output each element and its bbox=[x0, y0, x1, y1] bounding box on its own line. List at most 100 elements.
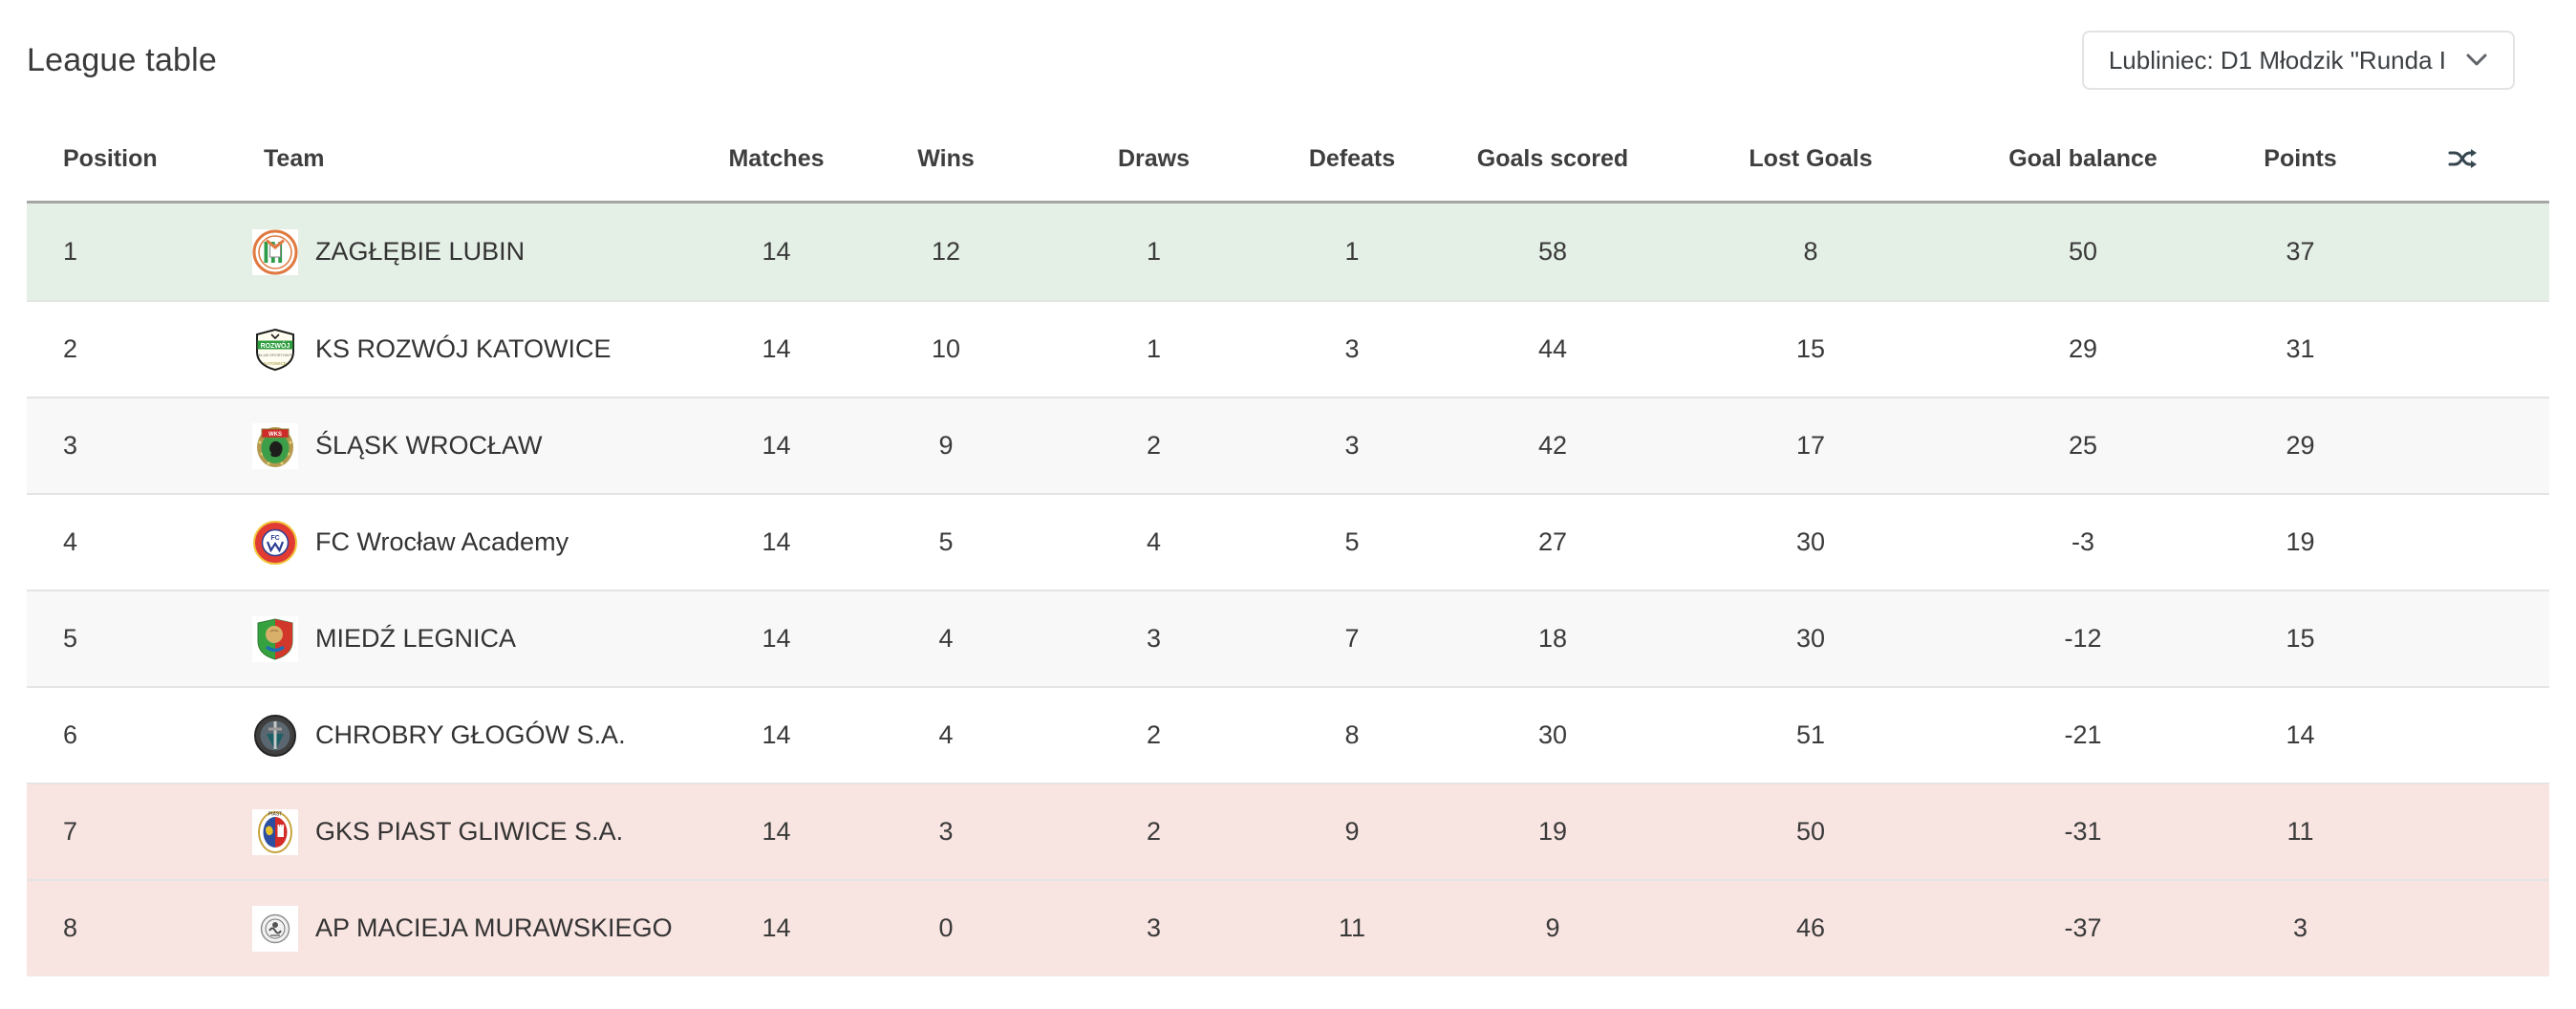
lost-goals-cell: 30 bbox=[1795, 527, 1826, 556]
goal-balance-cell: -21 bbox=[2064, 720, 2102, 749]
team-logo: WKS bbox=[252, 422, 298, 469]
svg-text:PIAST: PIAST bbox=[268, 811, 282, 817]
table-row: 7 PIAST GKS PIAST GLIWICE S.A. 14 3 2 9 … bbox=[27, 783, 2549, 879]
points-cell: 15 bbox=[2286, 624, 2315, 653]
col-header-shuffle[interactable] bbox=[2374, 147, 2549, 170]
team-name: ŚLĄSK WROCŁAW bbox=[315, 431, 543, 460]
lost-goals-cell: 15 bbox=[1795, 334, 1826, 363]
position-cell: 6 bbox=[63, 720, 78, 749]
col-header-goals-scored: Goals scored bbox=[1476, 144, 1629, 172]
draws-cell: 1 bbox=[1146, 237, 1162, 266]
draws-cell: 3 bbox=[1146, 913, 1162, 942]
goals-scored-cell: 58 bbox=[1537, 237, 1568, 266]
team-logo: ROZWÓJ KLUB SPORTOWY KATOWICE bbox=[252, 326, 298, 373]
position-cell: 5 bbox=[63, 624, 78, 653]
defeats-cell: 7 bbox=[1344, 624, 1360, 653]
team-name: KS ROZWÓJ KATOWICE bbox=[315, 334, 612, 363]
col-header-points: Points bbox=[2264, 144, 2337, 172]
matches-cell: 14 bbox=[762, 720, 791, 749]
goals-scored-cell: 30 bbox=[1537, 720, 1568, 749]
goals-scored-cell: 9 bbox=[1545, 913, 1560, 942]
lost-goals-cell: 8 bbox=[1803, 237, 1818, 266]
wins-cell: 4 bbox=[938, 624, 954, 653]
svg-text:KATOWICE: KATOWICE bbox=[264, 361, 287, 366]
goals-scored-cell: 18 bbox=[1537, 624, 1568, 653]
matches-cell: 14 bbox=[762, 237, 791, 266]
team-name: MIEDŹ LEGNICA bbox=[315, 624, 517, 653]
goals-scored-cell: 27 bbox=[1537, 527, 1568, 556]
wins-cell: 0 bbox=[938, 913, 954, 942]
table-row: 4 FC FC Wrocław Academy 14 5 4 5 27 30 -… bbox=[27, 493, 2549, 590]
points-cell: 11 bbox=[2286, 817, 2314, 846]
position-cell: 3 bbox=[63, 431, 78, 460]
lost-goals-cell: 50 bbox=[1795, 817, 1826, 846]
svg-text:KLUB SPORTOWY: KLUB SPORTOWY bbox=[259, 353, 292, 357]
draws-cell: 4 bbox=[1146, 527, 1162, 556]
goal-balance-cell: -3 bbox=[2071, 527, 2094, 556]
defeats-cell: 9 bbox=[1344, 817, 1360, 846]
points-cell: 37 bbox=[2286, 237, 2315, 266]
matches-cell: 14 bbox=[762, 624, 791, 653]
position-cell: 8 bbox=[63, 913, 78, 942]
table-row: 2 ROZWÓJ KLUB SPORTOWY KATOWICE KS ROZWÓ… bbox=[27, 300, 2549, 397]
goal-balance-cell: 50 bbox=[2068, 237, 2098, 266]
chevron-down-icon bbox=[2466, 54, 2487, 66]
col-header-matches: Matches bbox=[728, 144, 825, 172]
table-row: 1 ZAGŁĘBIE LUBIN 14 12 1 1 58 8 50 37 bbox=[27, 204, 2549, 300]
league-selector[interactable]: Lubliniec: D1 Młodzik "Runda I bbox=[2081, 31, 2515, 90]
team-cell: WKS ŚLĄSK WROCŁAW bbox=[252, 422, 688, 469]
team-logo: PIAST bbox=[252, 808, 298, 855]
lost-goals-cell: 17 bbox=[1795, 431, 1826, 460]
points-cell: 31 bbox=[2286, 334, 2315, 363]
matches-cell: 14 bbox=[762, 527, 791, 556]
goals-scored-cell: 42 bbox=[1537, 431, 1568, 460]
draws-cell: 2 bbox=[1146, 431, 1162, 460]
goal-balance-cell: -31 bbox=[2064, 817, 2102, 846]
matches-cell: 14 bbox=[762, 334, 791, 363]
league-table: Position Team Matches Wins Draws Defeats… bbox=[27, 92, 2549, 977]
team-name: CHROBRY GŁOGÓW S.A. bbox=[315, 720, 626, 749]
goal-balance-cell: 29 bbox=[2068, 334, 2098, 363]
draws-cell: 2 bbox=[1146, 817, 1162, 846]
league-table-body: 1 ZAGŁĘBIE LUBIN 14 12 1 1 58 8 50 37 2 … bbox=[27, 201, 2549, 977]
wins-cell: 12 bbox=[931, 237, 961, 266]
shuffle-icon bbox=[2448, 149, 2477, 168]
position-cell: 7 bbox=[63, 817, 78, 846]
lost-goals-cell: 51 bbox=[1795, 720, 1826, 749]
goal-balance-cell: -37 bbox=[2064, 913, 2102, 942]
position-cell: 2 bbox=[63, 334, 78, 363]
defeats-cell: 3 bbox=[1344, 431, 1360, 460]
league-selector-value: Lubliniec: D1 Młodzik "Runda I bbox=[2108, 45, 2446, 75]
points-cell: 14 bbox=[2286, 720, 2315, 749]
team-logo bbox=[252, 905, 298, 952]
team-logo bbox=[252, 228, 298, 275]
team-cell: CHROBRY GŁOGÓW S.A. bbox=[252, 712, 688, 759]
table-row: 6 CHROBRY GŁOGÓW S.A. 14 4 2 8 30 51 -21… bbox=[27, 686, 2549, 783]
svg-text:FC: FC bbox=[270, 535, 279, 542]
matches-cell: 14 bbox=[762, 431, 791, 460]
table-header-row: Position Team Matches Wins Draws Defeats… bbox=[27, 92, 2549, 201]
col-header-lost-goals: Lost Goals bbox=[1749, 144, 1873, 172]
draws-cell: 2 bbox=[1146, 720, 1162, 749]
svg-text:WKS: WKS bbox=[268, 432, 282, 438]
goals-scored-cell: 19 bbox=[1537, 817, 1568, 846]
defeats-cell: 3 bbox=[1344, 334, 1360, 363]
table-row: 8 AP MACIEJA MURAWSKIEGO 14 0 3 11 9 46 … bbox=[27, 879, 2549, 976]
lost-goals-cell: 30 bbox=[1795, 624, 1826, 653]
defeats-cell: 5 bbox=[1344, 527, 1360, 556]
col-header-goal-balance: Goal balance bbox=[2008, 144, 2157, 172]
goal-balance-cell: -12 bbox=[2064, 624, 2102, 653]
col-header-draws: Draws bbox=[1117, 144, 1191, 172]
team-logo: FC bbox=[252, 519, 298, 566]
points-cell: 3 bbox=[2292, 913, 2308, 942]
goal-balance-cell: 25 bbox=[2068, 431, 2098, 460]
matches-cell: 14 bbox=[762, 817, 791, 846]
team-cell: ZAGŁĘBIE LUBIN bbox=[252, 228, 688, 275]
team-cell: FC FC Wrocław Academy bbox=[252, 519, 688, 566]
team-name: ZAGŁĘBIE LUBIN bbox=[315, 237, 526, 266]
lost-goals-cell: 46 bbox=[1795, 913, 1826, 942]
defeats-cell: 8 bbox=[1344, 720, 1360, 749]
points-cell: 29 bbox=[2286, 431, 2315, 460]
table-row: 5 MIEDŹ LEGNICA 14 4 3 7 18 30 -12 15 bbox=[27, 590, 2549, 686]
